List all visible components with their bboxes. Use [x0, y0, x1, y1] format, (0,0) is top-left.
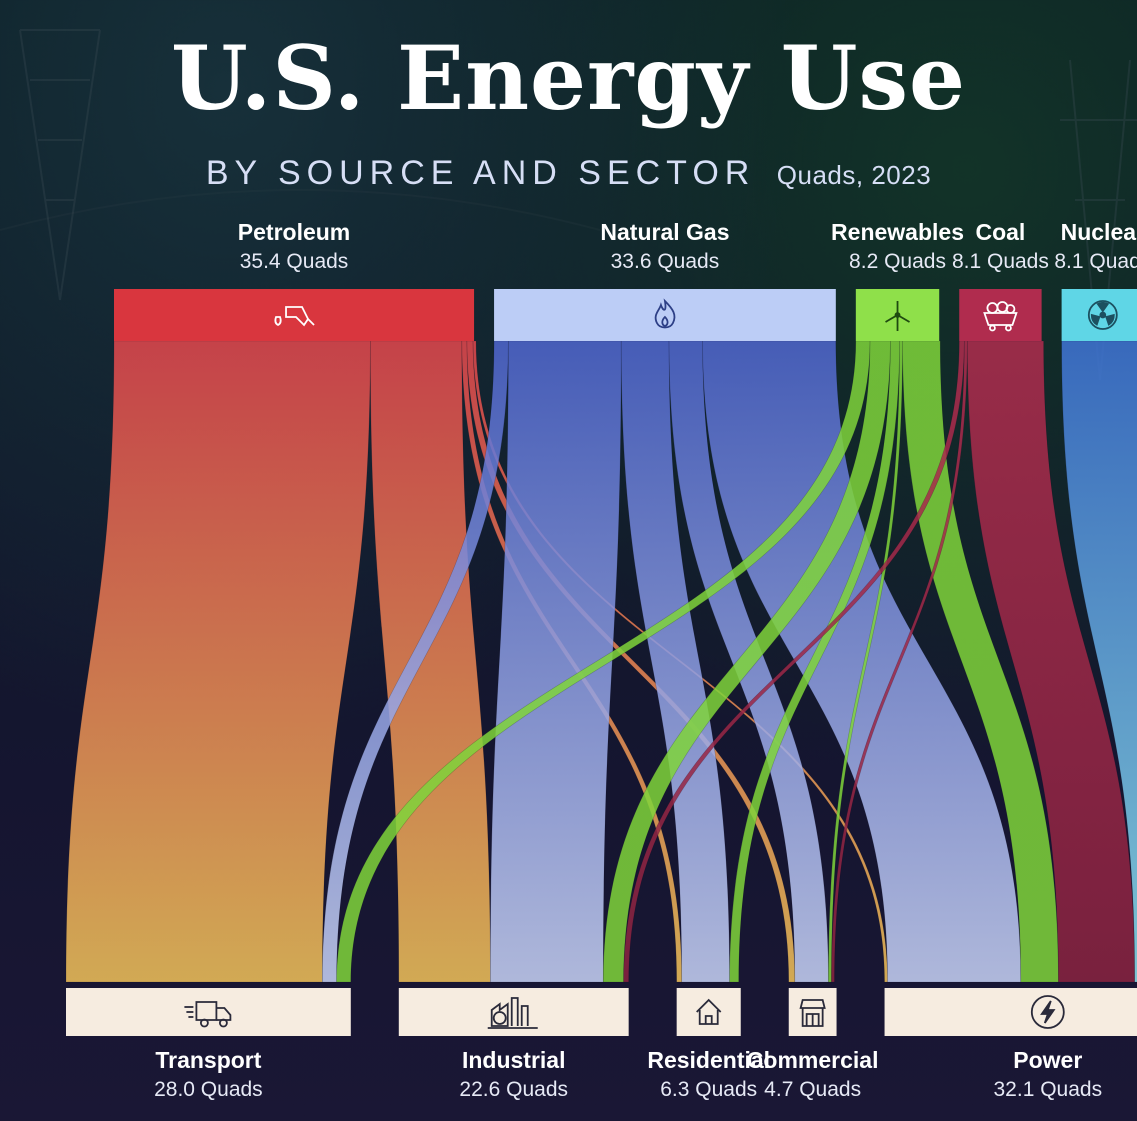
source-box-coal: [959, 289, 1042, 341]
source-box-gas: [494, 289, 836, 341]
sector-box-power: [884, 988, 1137, 1036]
shop-icon: [799, 999, 826, 1027]
source-label-coal: Coal 8.1 Quads: [952, 219, 1049, 274]
sector-box-transport: [66, 988, 351, 1036]
flame-icon: [654, 298, 676, 329]
fuel-nozzle-icon: [274, 306, 315, 327]
source-name: Nuclear: [1060, 219, 1137, 245]
source-label-nuclear: Nuclear 8.1 Quads: [1054, 219, 1137, 274]
wind-turbine-icon: [885, 301, 910, 331]
source-label-renewables: Renewables 8.2 Quads: [831, 219, 964, 274]
source-value: 8.2 Quads: [849, 250, 946, 273]
source-name: Petroleum: [237, 219, 351, 245]
source-value: 33.6 Quads: [610, 250, 720, 273]
sector-value: 4.7 Quads: [764, 1078, 862, 1101]
sector-name: Commercial: [746, 1047, 879, 1073]
page-title: U.S. Energy Use: [171, 26, 966, 130]
house-icon: [696, 998, 722, 1025]
source-box-petroleum: [114, 289, 475, 341]
sector-value: 28.0 Quads: [154, 1078, 263, 1101]
page-subtitle: BY SOURCE AND SECTOR Quads, 2023: [0, 154, 1137, 193]
source-value: 35.4 Quads: [239, 250, 349, 273]
lightning-icon: [1030, 995, 1065, 1029]
source-name: Coal: [975, 219, 1026, 245]
radiation-icon: [1087, 300, 1118, 330]
sector-label-commercial: Commercial 4.7 Quads: [747, 1047, 879, 1102]
sector-label-power: Power 32.1 Quads: [994, 1047, 1103, 1102]
source-value: 8.1 Quads: [951, 250, 1049, 273]
sector-box-commercial: [788, 988, 837, 1036]
coal-cart-icon: [983, 301, 1018, 332]
flow-nuclear-to-power: [1061, 340, 1137, 983]
sector-box-residential: [676, 988, 741, 1036]
source-label-petroleum: Petroleum 35.4 Quads: [238, 219, 350, 274]
sector-value: 6.3 Quads: [660, 1078, 758, 1101]
sector-name: Transport: [155, 1047, 262, 1073]
subtitle-main: BY SOURCE AND SECTOR: [205, 154, 756, 192]
flow-coal-to-industrial: [623, 340, 965, 983]
factory-icon: [487, 997, 538, 1029]
flow-renewables-to-industrial: [602, 340, 891, 983]
sector-value: 32.1 Quads: [993, 1078, 1103, 1101]
sector-name: Industrial: [461, 1047, 566, 1073]
flow-coal-to-commercial: [831, 340, 968, 983]
source-name: Renewables: [831, 219, 964, 245]
source-box-nuclear: [1061, 289, 1137, 341]
sector-label-transport: Transport 28.0 Quads: [154, 1047, 263, 1102]
sector-value: 22.6 Quads: [459, 1078, 569, 1101]
source-value: 8.1 Quads: [1054, 250, 1137, 273]
source-label-gas: Natural Gas 33.6 Quads: [600, 219, 729, 274]
sankey-flows: [65, 340, 1137, 983]
sector-name: Power: [1013, 1047, 1083, 1073]
sector-name: Residential: [647, 1047, 771, 1073]
flow-renewables-to-transport: [336, 340, 871, 983]
sector-label-industrial: Industrial 22.6 Quads: [459, 1047, 568, 1102]
flow-renewables-to-power: [902, 340, 1059, 983]
source-name: Natural Gas: [600, 219, 730, 245]
sector-label-residential: Residential 6.3 Quads: [647, 1047, 770, 1102]
sankey-nodes: [66, 289, 1137, 1036]
truck-icon: [184, 1001, 232, 1028]
flow-petroleum-to-transport: [65, 340, 371, 983]
subtitle-note: Quads, 2023: [776, 160, 932, 190]
flow-renewables-to-residential: [729, 340, 900, 983]
flow-renewables-to-commercial: [828, 340, 903, 983]
